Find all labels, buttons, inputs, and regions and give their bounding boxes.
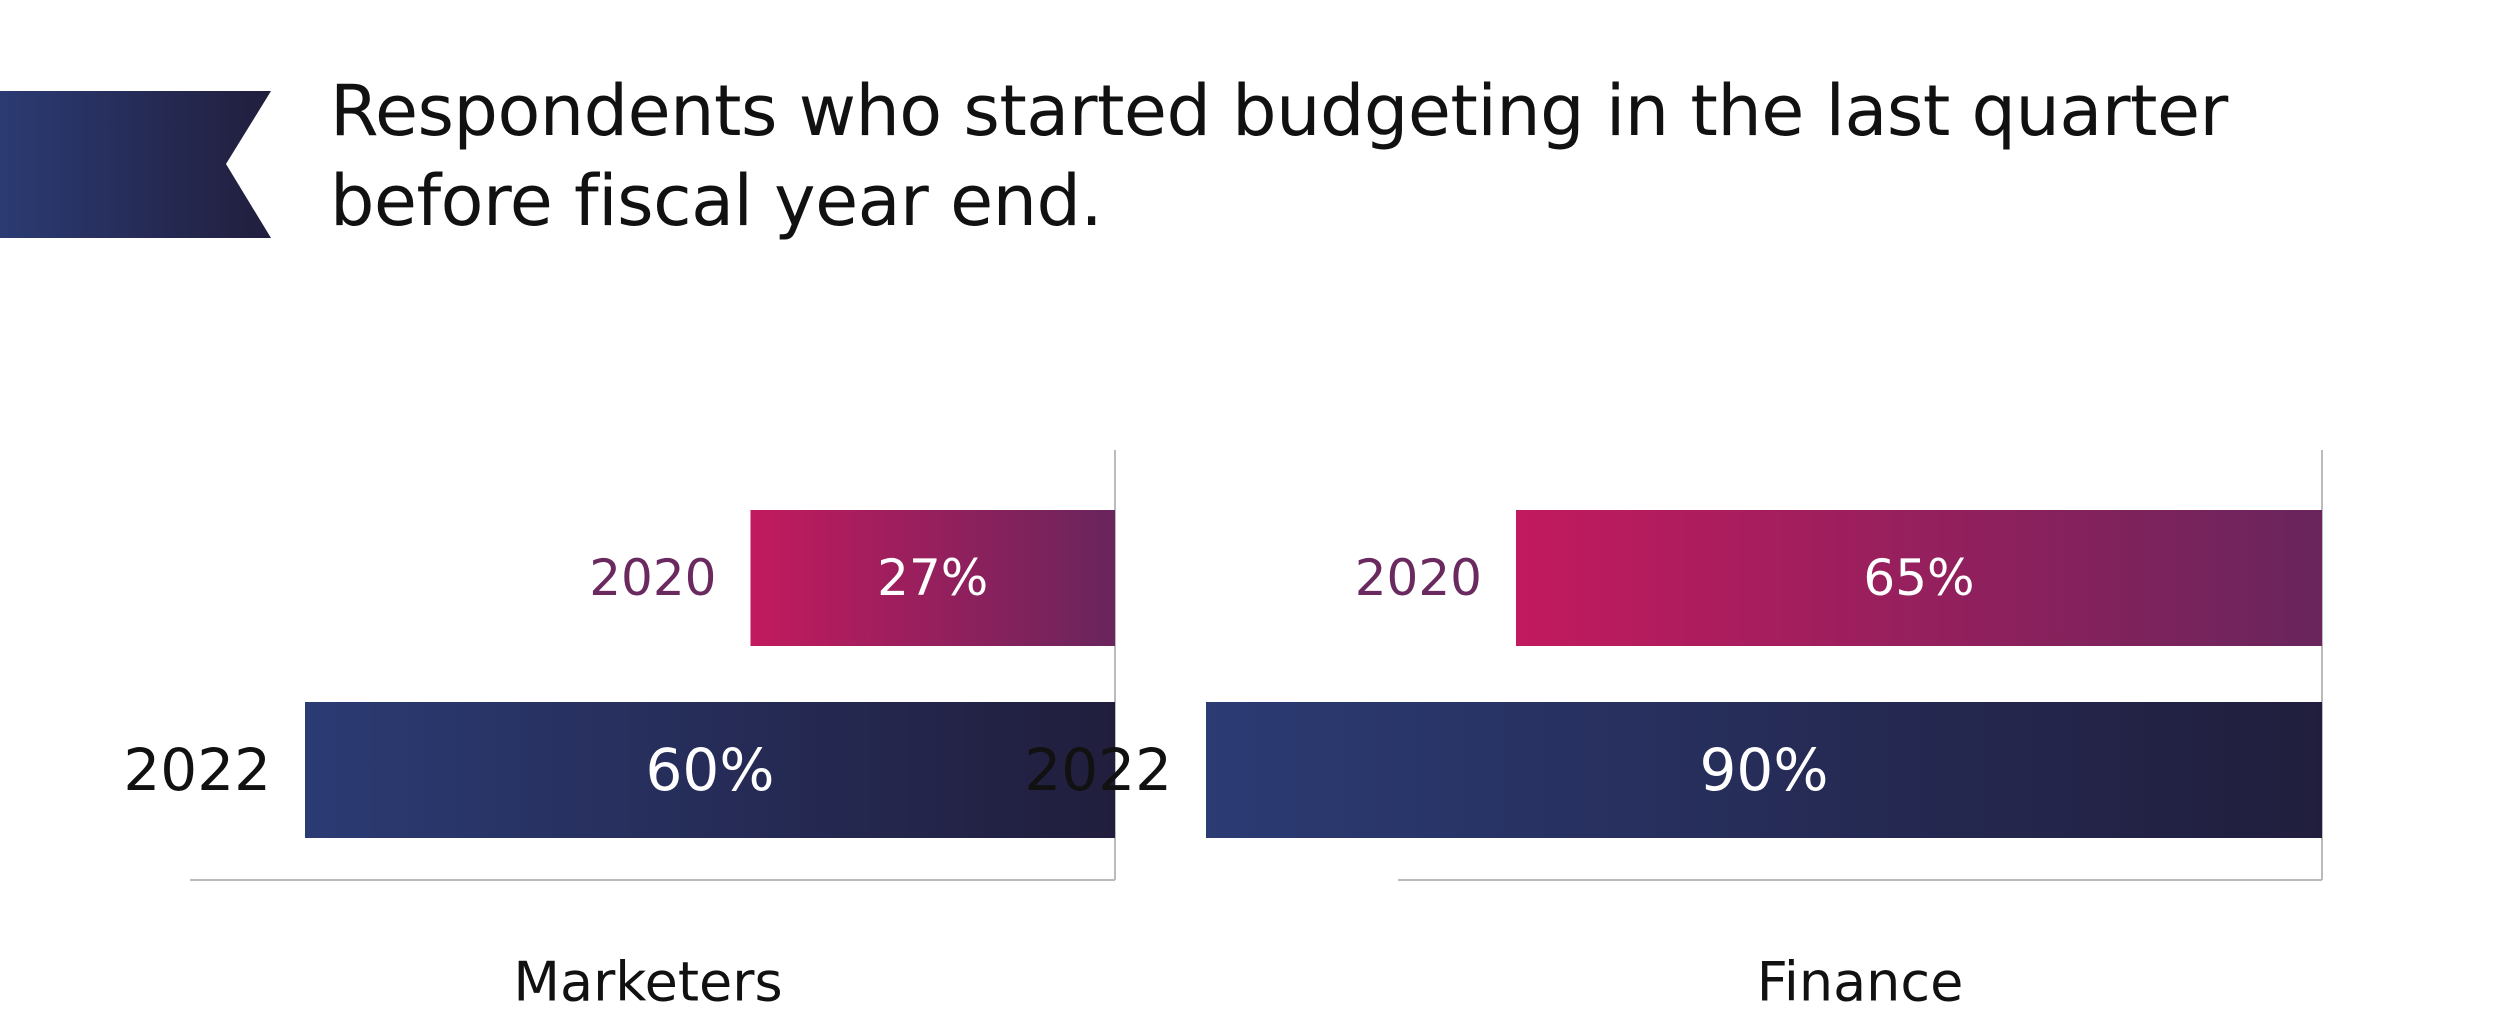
bar-value-label: 27%	[877, 549, 988, 607]
chart-category-label: Marketers	[513, 951, 782, 1014]
bar-marketers-2020	[750, 510, 1115, 646]
bar-year-label: 2022	[1024, 736, 1172, 804]
bar-year-label: 2020	[1355, 549, 1482, 607]
bar-value-label: 60%	[646, 736, 775, 804]
chart-title: Respondents who started budgeting in the…	[330, 66, 2430, 246]
ribbon-banner-icon	[0, 91, 271, 238]
bar-year-label: 2022	[123, 736, 271, 804]
bar-marketers-2022	[305, 702, 1115, 838]
chart-title-line-2: before fiscal year end.	[330, 160, 1103, 242]
bar-value-label: 65%	[1863, 549, 1974, 607]
chart-category-label: Finance	[1757, 951, 1964, 1014]
chart-title-line-1: Respondents who started budgeting in the…	[330, 70, 2228, 152]
bar-finance-2022	[1206, 702, 2322, 838]
bar-year-label: 2020	[589, 549, 716, 607]
bar-value-label: 90%	[1700, 736, 1829, 804]
bar-finance-2020	[1516, 510, 2322, 646]
